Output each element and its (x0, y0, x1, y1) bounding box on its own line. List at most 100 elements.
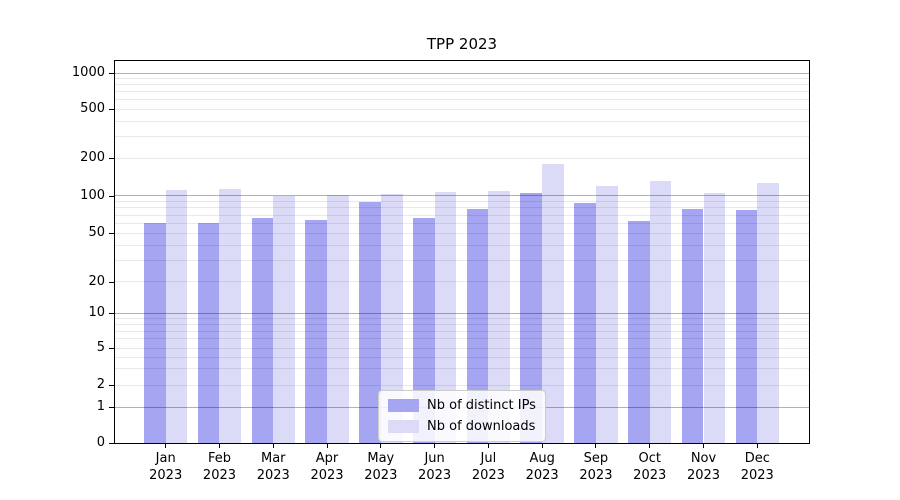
gridline-minor-5 (115, 347, 809, 349)
y-tick-label-100: 100 (80, 187, 105, 203)
bar-ips-apr (305, 219, 328, 443)
y-tick-label-2: 2 (96, 377, 105, 392)
bar-ips-dec (735, 209, 758, 443)
bar-ips-aug (520, 193, 543, 443)
bar-ips-sep (574, 202, 596, 443)
bar-downloads-mar (273, 195, 295, 443)
gridline-major-1000 (115, 72, 809, 74)
gridline-minor-50 (115, 232, 809, 234)
gridline-major-100 (115, 195, 809, 197)
x-tick-mark-feb (218, 444, 220, 448)
bar-downloads-may (380, 194, 403, 443)
x-tick-mark-jun (434, 444, 436, 448)
x-tick-mark-dec (756, 444, 758, 448)
x-tick-year: 2023 (471, 468, 505, 483)
gridline-minor-20 (115, 281, 809, 283)
x-tick-label-aug: Aug 2023 (514, 450, 570, 484)
x-tick-label-feb: Feb 2023 (191, 450, 247, 484)
x-tick-year: 2023 (310, 468, 344, 483)
x-tick-label-apr: Apr 2023 (299, 450, 355, 484)
x-tick-label-sep: Sep 2023 (568, 450, 624, 484)
gridline-minor-9 (115, 318, 809, 320)
bar-ips-oct (628, 220, 650, 443)
x-tick-year: 2023 (256, 468, 290, 483)
bar-downloads-aug (542, 164, 564, 443)
y-tick-label-50: 50 (88, 225, 105, 241)
legend-label: Nb of distinct IPs (427, 398, 536, 413)
x-tick-mark-nov (703, 444, 704, 448)
x-tick-month: Jan (155, 451, 176, 466)
y-tick-mark-100 (109, 195, 115, 197)
bar-downloads-dec (757, 183, 779, 443)
y-tick-label-200: 200 (80, 150, 105, 166)
gridline-minor-90 (115, 200, 809, 202)
y-tick-mark-0 (109, 443, 115, 444)
y-tick-label-0: 0 (96, 435, 105, 450)
gridline-minor-3 (115, 368, 809, 370)
gridline-minor-60 (115, 222, 809, 224)
x-tick-month: Nov (690, 451, 717, 466)
bar-ips-jun (412, 218, 435, 443)
y-tick-label-1: 1 (96, 399, 105, 414)
y-tick-mark-5 (109, 348, 115, 349)
legend-label: Nb of downloads (427, 419, 536, 434)
gridline-minor-7 (115, 330, 809, 332)
gridline-minor-40 (115, 244, 809, 246)
x-tick-month: Aug (529, 451, 555, 466)
gridline-minor-80 (115, 207, 809, 209)
x-tick-mark-aug (541, 444, 543, 448)
y-tick-mark-1 (109, 407, 115, 408)
bar-ips-may (359, 202, 381, 443)
x-tick-month: Mar (260, 451, 286, 466)
x-tick-mark-jan (165, 444, 167, 448)
x-tick-year: 2023 (579, 468, 613, 483)
gridline-minor-8 (115, 323, 809, 325)
bar-downloads-jun (434, 191, 457, 443)
y-tick-mark-50 (109, 233, 115, 235)
x-tick-mark-may (380, 444, 382, 448)
gridline-minor-600 (115, 99, 809, 101)
x-tick-label-jul: Jul 2023 (460, 450, 516, 484)
bar-downloads-oct (649, 180, 672, 443)
gridline-minor-2 (115, 384, 809, 386)
bar-downloads-jan (165, 189, 188, 443)
x-tick-year: 2023 (202, 468, 237, 483)
y-tick-mark-500 (109, 109, 115, 111)
y-tick-label-1000: 1000 (71, 65, 105, 81)
gridline-minor-30 (115, 259, 809, 261)
y-tick-label-5: 5 (96, 340, 105, 355)
y-tick-label-20: 20 (88, 273, 105, 289)
x-tick-month: Feb (207, 451, 231, 466)
y-tick-mark-1000 (109, 73, 115, 75)
gridline-minor-500 (115, 108, 809, 110)
x-tick-label-jan: Jan 2023 (138, 450, 194, 484)
x-tick-month: Oct (638, 451, 661, 466)
x-tick-year: 2023 (633, 468, 667, 483)
gridline-major-10 (115, 312, 809, 314)
bar-downloads-feb (219, 189, 242, 443)
gridline-minor-4 (115, 356, 809, 358)
gridline-minor-400 (115, 120, 809, 122)
plot-area: Nb of distinct IPs Nb of downloads (114, 60, 810, 444)
x-tick-month: May (367, 451, 395, 466)
legend-swatch-icon (388, 420, 419, 433)
x-tick-mark-mar (272, 444, 274, 448)
gridline-minor-6 (115, 338, 809, 340)
bar-downloads-jul (488, 191, 511, 443)
gridline-minor-800 (115, 84, 809, 86)
gridline-minor-70 (115, 214, 809, 216)
legend-swatch-icon (388, 399, 419, 412)
x-tick-year: 2023 (364, 468, 398, 483)
x-tick-label-may: May 2023 (353, 450, 409, 484)
gridline-minor-700 (115, 91, 809, 93)
y-tick-label-500: 500 (80, 101, 105, 117)
y-tick-mark-10 (109, 313, 115, 315)
x-tick-year: 2023 (418, 468, 452, 483)
x-tick-month: Apr (315, 451, 339, 466)
bar-downloads-apr (327, 194, 349, 443)
x-tick-mark-sep (595, 444, 597, 448)
x-tick-mark-jul (487, 444, 489, 448)
x-tick-label-dec: Dec 2023 (729, 450, 785, 484)
x-tick-year: 2023 (686, 468, 721, 483)
